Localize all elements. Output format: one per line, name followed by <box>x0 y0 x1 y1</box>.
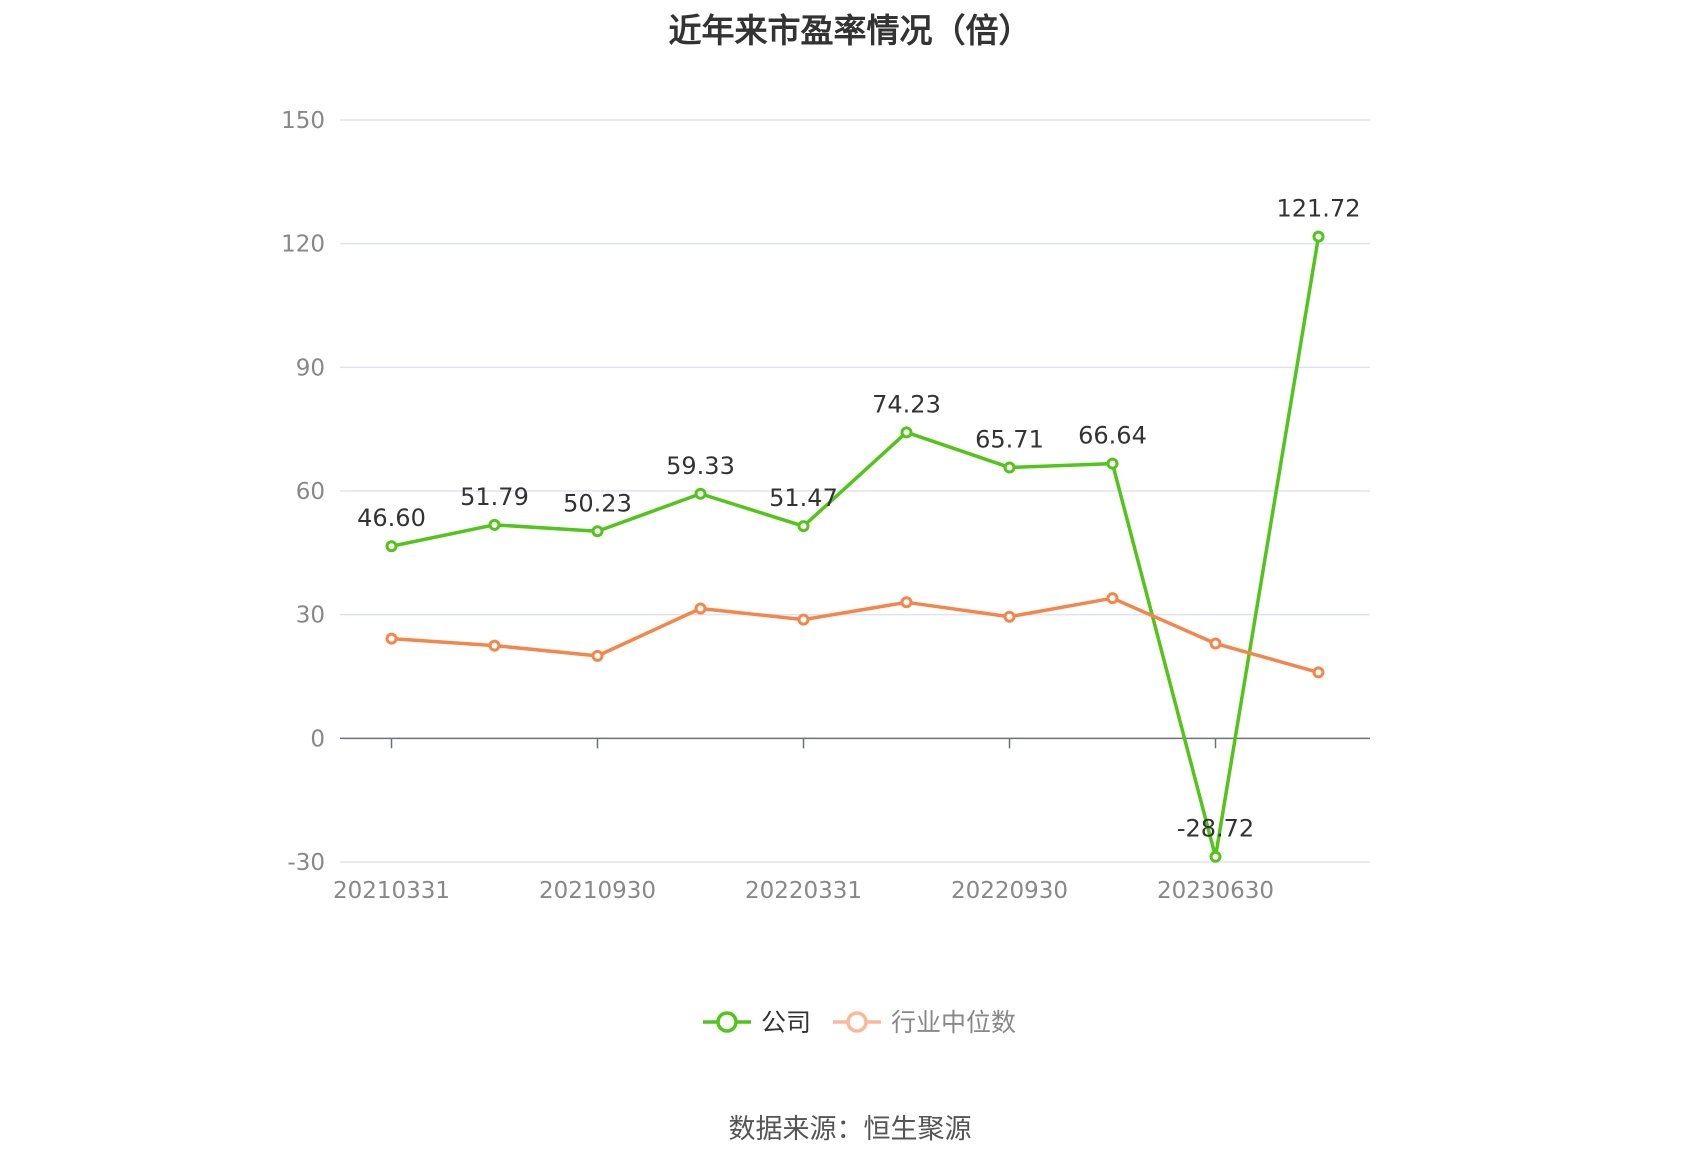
legend-item-company[interactable]: 公司 <box>703 1008 811 1037</box>
chart-title: 近年来市盈率情况（倍） <box>668 11 1032 50</box>
x-axis-ticks: 20210331 20210930 20220331 20220930 20230630 <box>333 878 1274 904</box>
data-label: 51.79 <box>460 483 529 511</box>
y-tick-label: 30 <box>296 603 325 629</box>
data-point <box>694 602 707 615</box>
data-point <box>797 613 810 626</box>
y-tick-label: 60 <box>296 479 325 505</box>
y-tick-label: 0 <box>310 726 325 752</box>
data-point <box>488 518 501 531</box>
data-labels: 46.60 51.79 50.23 59.33 51.47 74.23 65.71 66.64… <box>357 195 1360 843</box>
data-point <box>1106 457 1119 470</box>
series-line-2 <box>391 596 1319 675</box>
data-label: 51.47 <box>769 484 838 512</box>
y-tick-label: -30 <box>287 850 325 876</box>
x-tick-label: 20220331 <box>745 878 862 904</box>
data-point <box>1312 666 1325 679</box>
data-label: 66.64 <box>1078 422 1147 450</box>
data-point <box>694 487 707 500</box>
data-label: 46.60 <box>357 504 426 532</box>
data-point <box>900 426 913 439</box>
data-point <box>1209 637 1222 650</box>
legend-marker <box>716 1011 738 1033</box>
data-label: -28.72 <box>1177 815 1254 843</box>
y-tick-label: 150 <box>281 108 325 134</box>
legend-label: 行业中位数 <box>891 1008 1016 1037</box>
data-label: 121.72 <box>1277 195 1361 223</box>
x-tick-label: 20210331 <box>333 878 450 904</box>
data-point <box>797 520 810 533</box>
data-point <box>385 540 398 553</box>
data-label: 50.23 <box>563 489 632 517</box>
y-axis-ticks: -30 0 30 60 90 120 150 <box>281 108 325 876</box>
data-point <box>591 649 604 662</box>
x-tick-label: 20230630 <box>1157 878 1274 904</box>
series-line-1 <box>391 236 1321 859</box>
x-tick-label: 20210930 <box>539 878 656 904</box>
legend-item-industry[interactable]: 行业中位数 <box>833 1008 1016 1037</box>
y-tick-label: 120 <box>281 232 325 258</box>
x-tick-label: 20220930 <box>951 878 1068 904</box>
y-tick-label: 90 <box>296 355 325 381</box>
data-point <box>488 639 501 652</box>
data-point <box>591 525 604 538</box>
data-label: 74.23 <box>872 390 941 418</box>
data-point <box>1209 850 1222 863</box>
data-point <box>1106 592 1119 605</box>
data-label: 65.71 <box>975 425 1044 453</box>
grid-lines <box>340 119 1370 863</box>
data-source: 数据来源：恒生聚源 <box>728 1114 972 1145</box>
data-point <box>1003 461 1016 474</box>
data-point <box>900 596 913 609</box>
data-point <box>1003 610 1016 623</box>
data-point <box>385 632 398 645</box>
series-lines <box>385 230 1325 863</box>
legend-marker <box>846 1011 868 1033</box>
data-point <box>1312 230 1325 243</box>
legend-label: 公司 <box>761 1008 811 1037</box>
data-label: 59.33 <box>666 452 735 480</box>
x-axis <box>340 737 1370 749</box>
legend[interactable]: 公司 行业中位数 <box>703 1008 1016 1037</box>
